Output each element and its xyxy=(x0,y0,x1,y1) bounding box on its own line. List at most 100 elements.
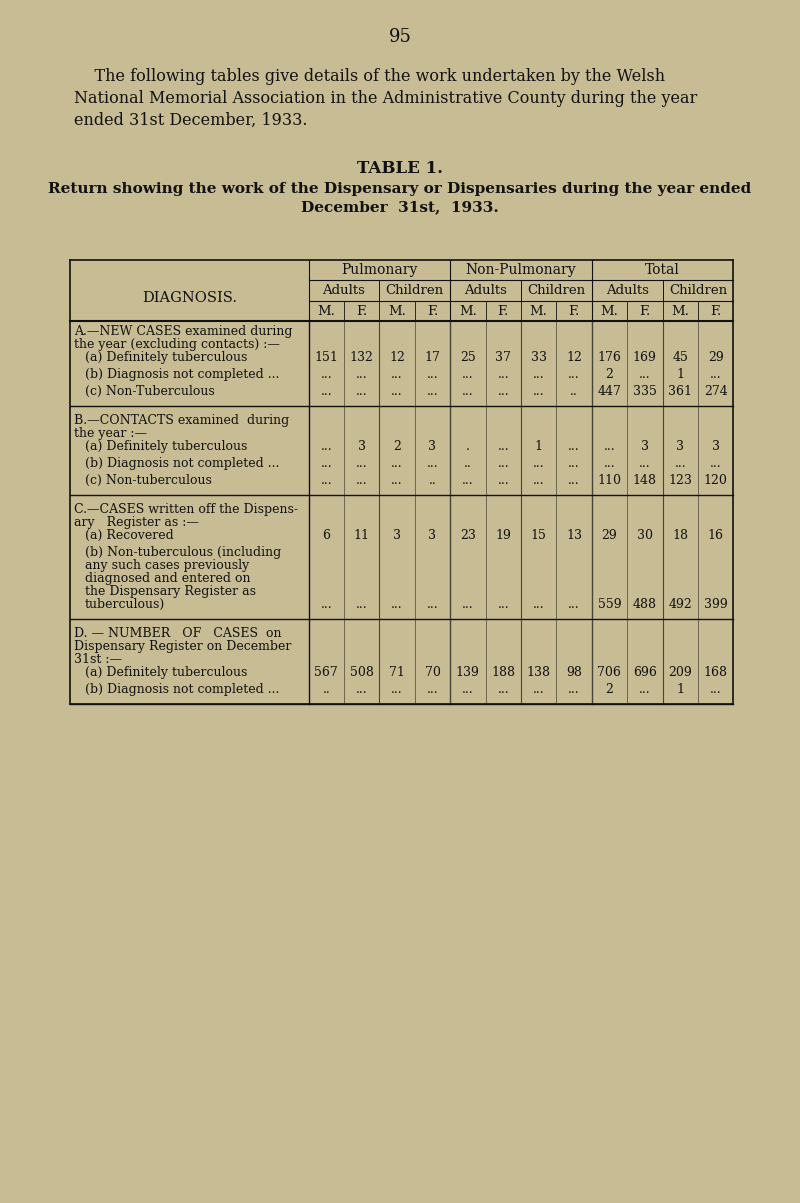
Text: 31st :—: 31st :— xyxy=(74,653,122,666)
Text: ...: ... xyxy=(498,598,509,611)
Text: ...: ... xyxy=(462,368,474,381)
Text: tuberculous): tuberculous) xyxy=(85,598,165,611)
Text: ...: ... xyxy=(639,683,650,697)
Text: ...: ... xyxy=(533,474,545,487)
Text: ...: ... xyxy=(356,598,367,611)
Text: M.: M. xyxy=(388,306,406,318)
Text: 98: 98 xyxy=(566,666,582,678)
Text: 559: 559 xyxy=(598,598,622,611)
Text: ary   Register as :—: ary Register as :— xyxy=(74,516,198,529)
Text: (b) Diagnosis not completed ...: (b) Diagnosis not completed ... xyxy=(85,683,279,697)
Text: ...: ... xyxy=(710,457,722,470)
Text: ...: ... xyxy=(426,457,438,470)
Text: 3: 3 xyxy=(711,440,719,454)
Text: Non-Pulmonary: Non-Pulmonary xyxy=(466,263,576,277)
Text: ...: ... xyxy=(498,474,509,487)
Text: M.: M. xyxy=(459,306,477,318)
Text: ...: ... xyxy=(498,368,509,381)
Text: 2: 2 xyxy=(393,440,401,454)
Text: 19: 19 xyxy=(495,529,511,543)
Text: 188: 188 xyxy=(491,666,515,678)
Text: 399: 399 xyxy=(704,598,727,611)
Text: ...: ... xyxy=(356,683,367,697)
Text: ...: ... xyxy=(568,598,580,611)
Text: M.: M. xyxy=(671,306,689,318)
Text: 1: 1 xyxy=(534,440,542,454)
Text: 45: 45 xyxy=(672,351,688,365)
Text: ...: ... xyxy=(321,598,332,611)
Text: ...: ... xyxy=(426,368,438,381)
Text: (b) Non-tuberculous (including: (b) Non-tuberculous (including xyxy=(85,546,281,559)
Text: ...: ... xyxy=(568,683,580,697)
Text: Adults: Adults xyxy=(606,284,649,297)
Text: ...: ... xyxy=(533,385,545,398)
Text: F.: F. xyxy=(427,306,438,318)
Text: 3: 3 xyxy=(393,529,401,543)
Text: 492: 492 xyxy=(668,598,692,611)
Text: ..: .. xyxy=(464,457,472,470)
Text: ...: ... xyxy=(568,368,580,381)
Text: ...: ... xyxy=(321,368,332,381)
Text: ...: ... xyxy=(533,457,545,470)
Text: 706: 706 xyxy=(598,666,622,678)
Text: ...: ... xyxy=(391,598,403,611)
Text: F.: F. xyxy=(710,306,722,318)
Text: (a) Definitely tuberculous: (a) Definitely tuberculous xyxy=(85,440,247,454)
Text: 168: 168 xyxy=(703,666,727,678)
Text: 3: 3 xyxy=(429,440,437,454)
Text: 29: 29 xyxy=(708,351,723,365)
Text: Return showing the work of the Dispensary or Dispensaries during the year ended: Return showing the work of the Dispensar… xyxy=(48,182,752,196)
Text: ...: ... xyxy=(356,385,367,398)
Text: Adults: Adults xyxy=(322,284,366,297)
Text: ...: ... xyxy=(356,457,367,470)
Text: ...: ... xyxy=(674,457,686,470)
Text: 6: 6 xyxy=(322,529,330,543)
Text: 567: 567 xyxy=(314,666,338,678)
Text: Children: Children xyxy=(527,284,586,297)
Text: ...: ... xyxy=(604,457,615,470)
Text: (a) Recovered: (a) Recovered xyxy=(85,529,174,543)
Text: 508: 508 xyxy=(350,666,374,678)
Text: (b) Diagnosis not completed ...: (b) Diagnosis not completed ... xyxy=(85,368,279,381)
Text: 361: 361 xyxy=(668,385,692,398)
Text: 488: 488 xyxy=(633,598,657,611)
Text: 30: 30 xyxy=(637,529,653,543)
Text: 110: 110 xyxy=(598,474,622,487)
Text: 3: 3 xyxy=(358,440,366,454)
Text: ...: ... xyxy=(533,368,545,381)
Text: 3: 3 xyxy=(641,440,649,454)
Text: F.: F. xyxy=(569,306,580,318)
Text: 18: 18 xyxy=(672,529,688,543)
Text: (c) Non-tuberculous: (c) Non-tuberculous xyxy=(85,474,211,487)
Text: 95: 95 xyxy=(389,28,411,46)
Text: National Memorial Association in the Administrative County during the year: National Memorial Association in the Adm… xyxy=(74,90,697,107)
Text: 13: 13 xyxy=(566,529,582,543)
Text: M.: M. xyxy=(601,306,618,318)
Text: ..: .. xyxy=(322,683,330,697)
Text: 123: 123 xyxy=(668,474,692,487)
Text: any such cases previously: any such cases previously xyxy=(85,559,249,571)
Text: TABLE 1.: TABLE 1. xyxy=(357,160,443,177)
Text: ...: ... xyxy=(391,457,403,470)
Text: 16: 16 xyxy=(707,529,723,543)
Text: 176: 176 xyxy=(598,351,622,365)
Text: (a) Definitely tuberculous: (a) Definitely tuberculous xyxy=(85,666,247,678)
Text: the Dispensary Register as: the Dispensary Register as xyxy=(85,585,256,598)
Text: ...: ... xyxy=(391,385,403,398)
Text: 148: 148 xyxy=(633,474,657,487)
Text: Children: Children xyxy=(669,284,727,297)
Text: ...: ... xyxy=(391,474,403,487)
Text: ...: ... xyxy=(356,474,367,487)
Text: ...: ... xyxy=(426,598,438,611)
Text: 29: 29 xyxy=(602,529,618,543)
Text: ...: ... xyxy=(462,385,474,398)
Text: M.: M. xyxy=(318,306,335,318)
Text: December  31st,  1933.: December 31st, 1933. xyxy=(301,200,499,214)
Text: 15: 15 xyxy=(530,529,546,543)
Text: ...: ... xyxy=(391,683,403,697)
Text: 11: 11 xyxy=(354,529,370,543)
Text: 169: 169 xyxy=(633,351,657,365)
Text: 2: 2 xyxy=(606,683,614,697)
Text: ...: ... xyxy=(321,385,332,398)
Text: ...: ... xyxy=(498,457,509,470)
